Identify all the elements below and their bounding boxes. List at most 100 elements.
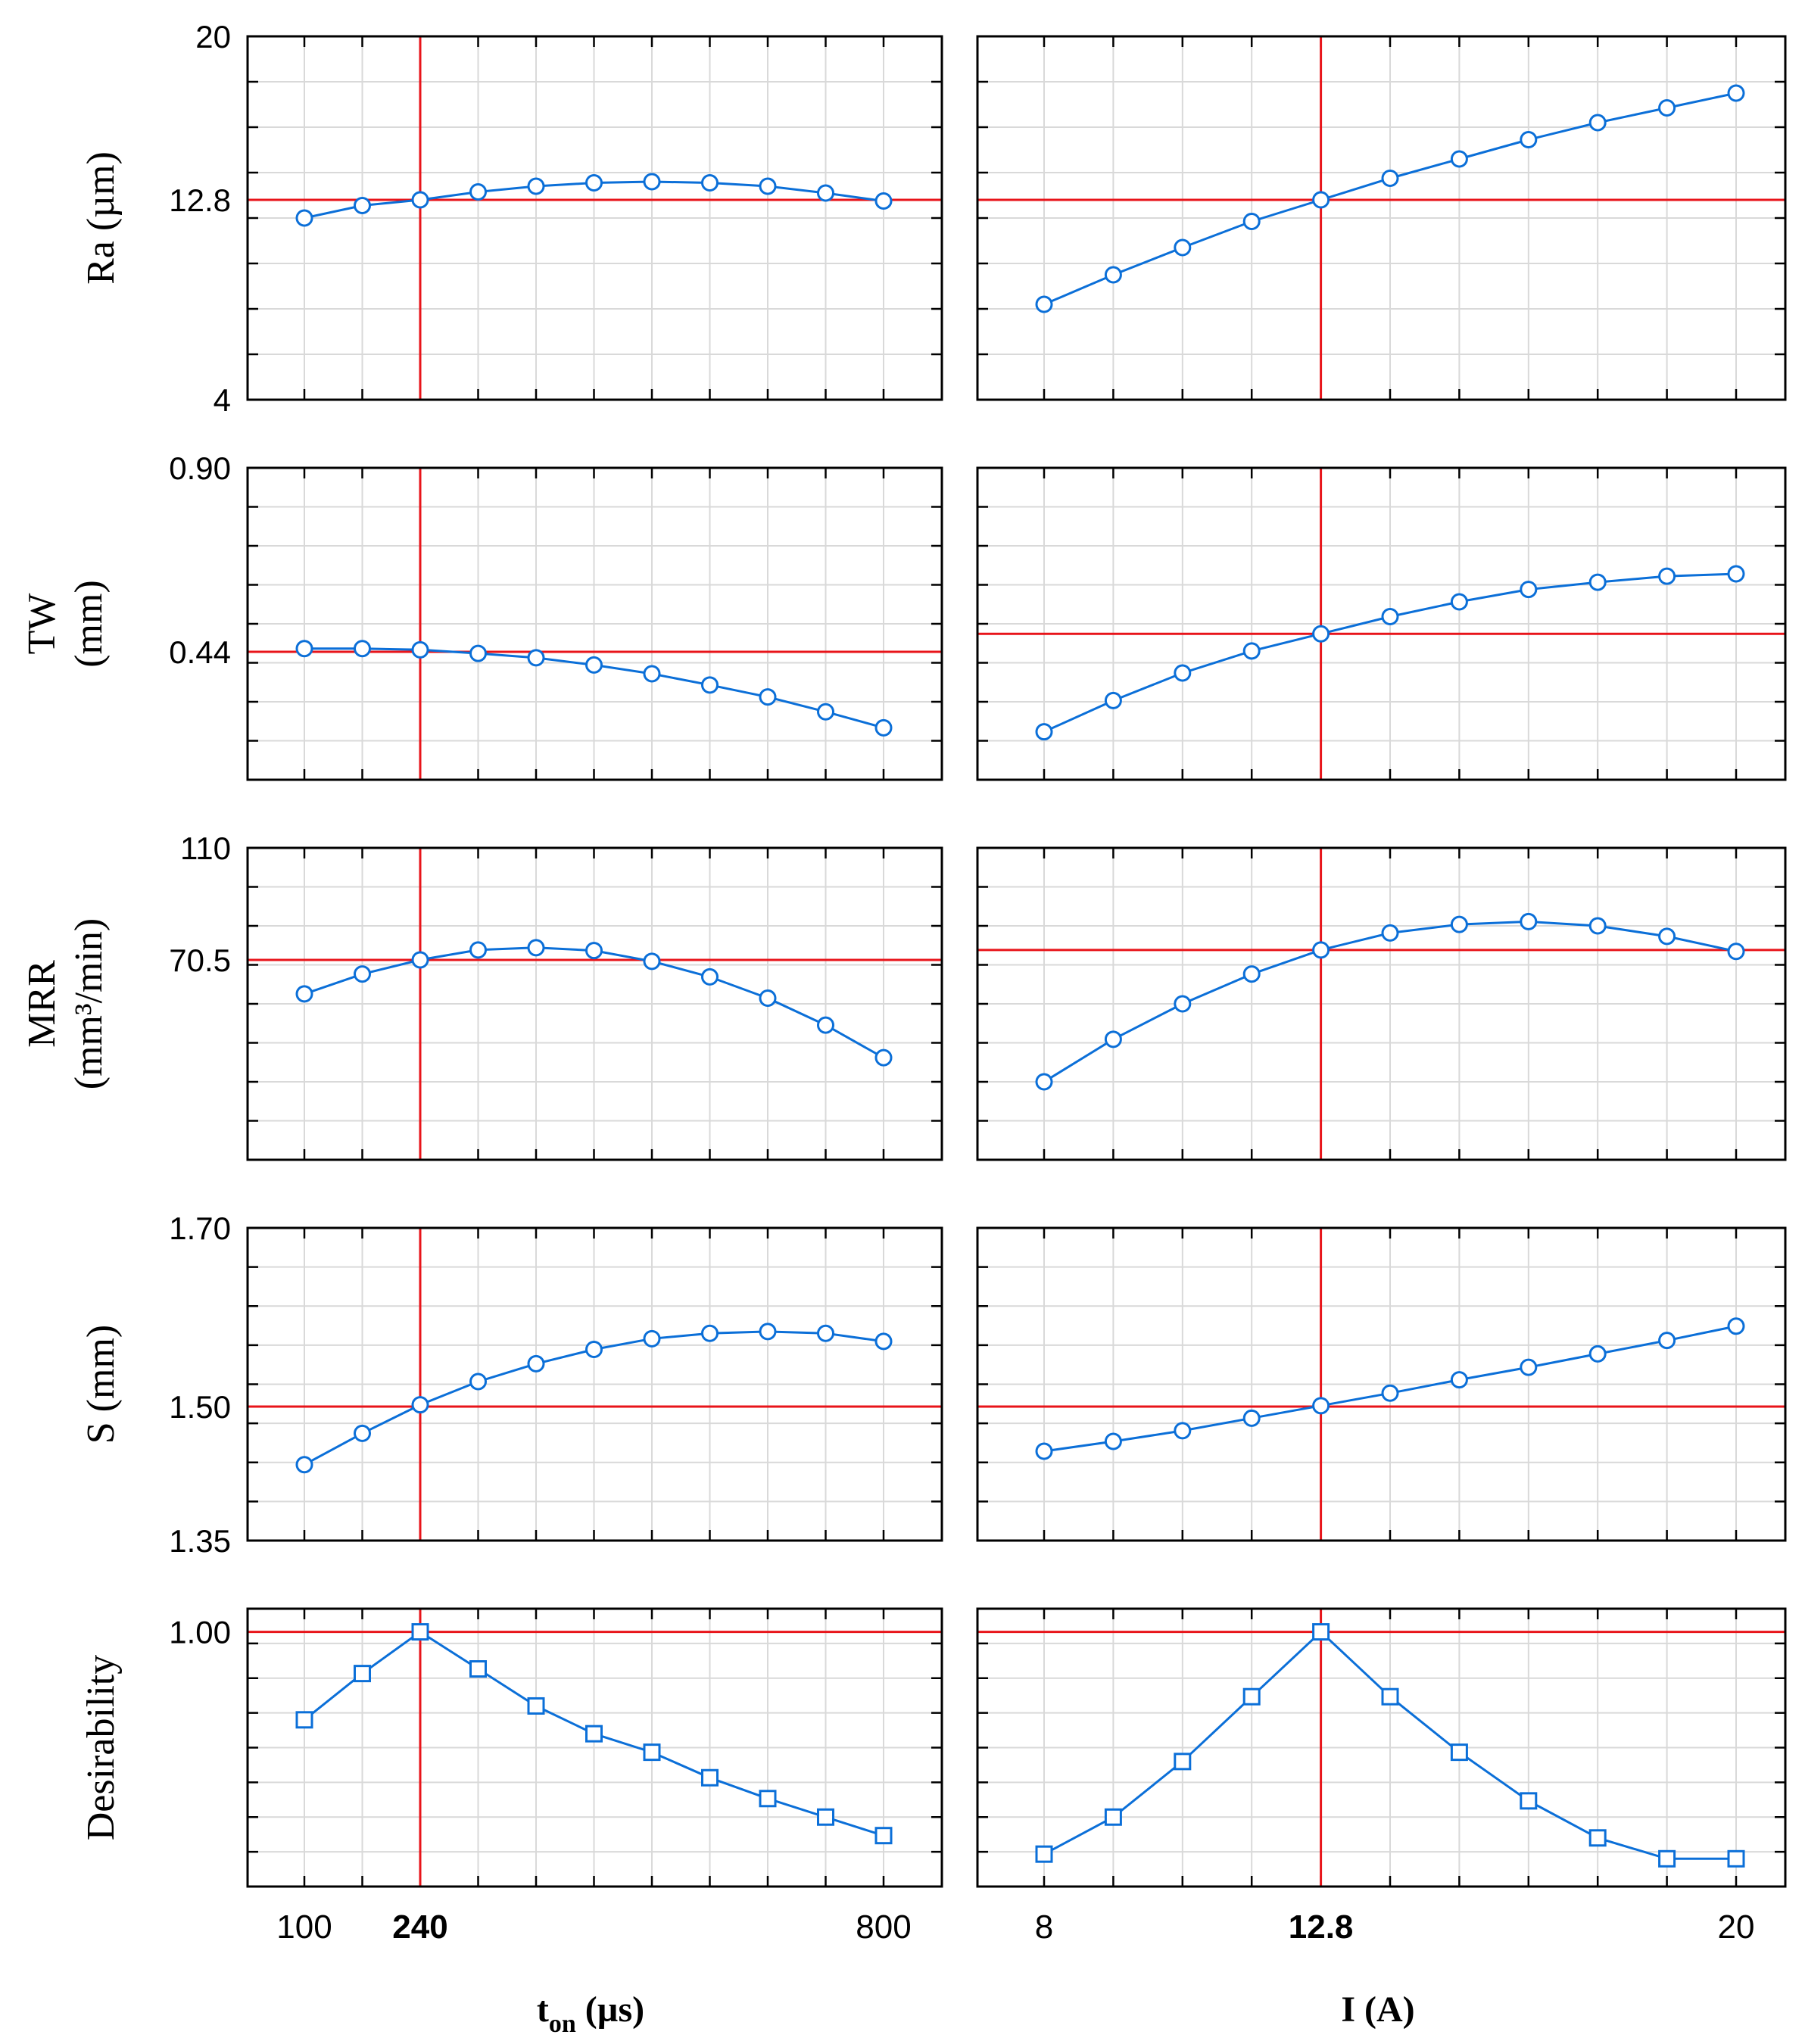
data-point <box>527 1354 545 1373</box>
chart-panel-mrr-ton: 110 70.5 MRR (mm³/min) <box>20 830 943 1161</box>
data-point <box>411 951 429 969</box>
x-tick-label: 20 <box>1718 1908 1755 1946</box>
data-point <box>1242 965 1261 983</box>
x-tick-label: 12.8 <box>1289 1908 1354 1946</box>
data-point <box>759 1790 777 1808</box>
x-tick-label: 240 <box>392 1908 447 1946</box>
data-point <box>1727 943 1745 961</box>
data-point <box>1174 1422 1192 1440</box>
y-tick-label: 110 <box>180 830 231 866</box>
data-point <box>1588 917 1607 935</box>
data-point <box>1588 114 1607 132</box>
data-point <box>1450 1743 1468 1762</box>
x-tick-label: 8 <box>1035 1908 1053 1946</box>
data-point <box>469 644 487 662</box>
x-title-main: I (A) <box>1341 1989 1414 2030</box>
data-point <box>1312 1623 1330 1641</box>
data-point <box>1174 1753 1192 1771</box>
data-point <box>585 656 603 674</box>
data-point <box>874 192 893 210</box>
data-point <box>1174 238 1192 257</box>
data-point <box>817 184 834 202</box>
data-point <box>1520 912 1538 930</box>
data-point <box>1104 1808 1122 1826</box>
x-title-main: t <box>537 1989 549 2030</box>
data-point <box>817 1016 834 1034</box>
data-point <box>585 174 603 192</box>
x-title-sub: on <box>549 2010 576 2038</box>
y-axis-label: Desirability <box>79 1655 123 1841</box>
chart-panel-tw-i <box>976 466 1787 781</box>
data-point <box>295 985 313 1003</box>
data-point <box>874 1048 893 1067</box>
data-point <box>469 1373 487 1391</box>
data-point <box>1174 664 1192 682</box>
x-axis-titles: ton (µs) I (A) <box>537 1989 1415 2038</box>
data-point <box>701 1768 719 1787</box>
chart-panel-mrr-i <box>976 846 1787 1161</box>
plot-frame <box>976 1226 1787 1542</box>
data-point <box>1312 941 1330 959</box>
data-point <box>1658 1849 1676 1868</box>
data-point <box>527 177 545 195</box>
plot-frame <box>246 466 943 781</box>
data-point <box>759 177 777 195</box>
data-point <box>1242 1687 1261 1706</box>
data-point <box>759 989 777 1008</box>
plot-frame <box>246 35 943 401</box>
data-point <box>701 174 719 192</box>
chart-panel-desirability-ton: 1.00 100 240 800 Desirability <box>79 1607 943 1946</box>
data-point <box>1242 1409 1261 1427</box>
data-point <box>1381 170 1399 187</box>
data-point <box>469 941 487 959</box>
y-axis-label: S (mm) <box>79 1325 123 1444</box>
data-point <box>295 640 313 658</box>
plot-frame <box>246 1607 943 1888</box>
data-point <box>411 1623 429 1641</box>
chart-panel-tw-ton: 0.90 0.44 TW (mm) <box>20 450 943 781</box>
data-point <box>817 1808 834 1826</box>
y-axis-label: (mm³/min) <box>67 918 111 1089</box>
data-point <box>295 209 313 227</box>
data-point <box>1450 593 1468 611</box>
data-point <box>354 197 371 214</box>
y-axis-label: MRR <box>20 960 64 1048</box>
data-point <box>585 1725 603 1743</box>
y-tick-label: 70.5 <box>169 943 231 978</box>
data-point <box>1242 642 1261 660</box>
plot-frame <box>246 846 943 1161</box>
chart-panel-desirability-i: 8 12.8 20 <box>976 1607 1787 1946</box>
data-point <box>1727 565 1745 583</box>
data-point <box>585 942 603 960</box>
data-point <box>354 965 371 983</box>
data-point <box>1658 567 1676 585</box>
data-point <box>759 1323 777 1341</box>
y-tick-label: 0.90 <box>169 450 231 486</box>
data-point <box>527 1697 545 1715</box>
data-point <box>1727 1849 1745 1868</box>
data-point <box>469 183 487 201</box>
data-point <box>701 676 719 694</box>
y-tick-label: 1.50 <box>169 1389 231 1425</box>
y-tick-label: 1.70 <box>169 1211 231 1246</box>
data-point <box>1588 1829 1607 1847</box>
data-point <box>643 665 661 683</box>
data-point <box>701 1324 719 1342</box>
x-title-pulse-on-time: ton (µs) <box>537 1989 644 2038</box>
data-point <box>1381 607 1399 625</box>
data-point <box>1104 1030 1122 1048</box>
chart-panels: 20 12.8 4 Ra (µm) 0.90 0.44 TW (mm) 110 70.5 MRR (m… <box>20 19 1787 1946</box>
data-point <box>1035 295 1053 313</box>
data-point <box>354 1665 371 1683</box>
data-point <box>1450 150 1468 168</box>
data-point <box>354 640 371 658</box>
data-point <box>585 1340 603 1358</box>
data-point <box>874 1332 893 1351</box>
data-point <box>1242 213 1261 230</box>
data-point <box>1450 915 1468 933</box>
data-point <box>1035 1442 1053 1460</box>
y-tick-label: 1.35 <box>169 1523 231 1559</box>
data-point <box>1035 723 1053 741</box>
data-point <box>1104 266 1122 284</box>
data-point <box>1520 1792 1538 1810</box>
